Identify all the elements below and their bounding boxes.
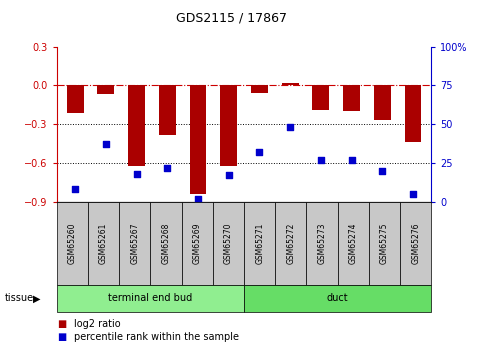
Point: [378, 168, 386, 174]
Text: GSM65260: GSM65260: [68, 223, 77, 264]
Text: GSM65272: GSM65272: [286, 223, 295, 264]
Text: terminal end bud: terminal end bud: [108, 294, 192, 303]
Text: GSM65269: GSM65269: [193, 223, 202, 264]
Point: [348, 157, 355, 163]
Bar: [282, 83, 299, 85]
Text: ■: ■: [57, 333, 66, 342]
Text: log2 ratio: log2 ratio: [74, 319, 121, 328]
Bar: [98, 85, 114, 95]
Bar: [67, 85, 84, 112]
Text: GSM65274: GSM65274: [349, 223, 358, 264]
Point: [71, 187, 79, 192]
Point: [409, 191, 417, 197]
Text: tissue: tissue: [5, 294, 34, 303]
Bar: [251, 85, 268, 93]
Bar: [159, 85, 176, 135]
Text: GDS2115 / 17867: GDS2115 / 17867: [176, 11, 287, 24]
Point: [163, 165, 171, 170]
Bar: [374, 85, 390, 120]
Point: [317, 157, 325, 163]
Point: [225, 172, 233, 178]
Text: percentile rank within the sample: percentile rank within the sample: [74, 333, 239, 342]
Point: [286, 125, 294, 130]
Text: GSM65267: GSM65267: [130, 223, 139, 264]
Bar: [128, 85, 145, 166]
Bar: [220, 85, 237, 166]
Text: GSM65275: GSM65275: [380, 223, 389, 264]
Bar: [189, 85, 207, 194]
Point: [194, 196, 202, 201]
Text: duct: duct: [327, 294, 349, 303]
Bar: [404, 85, 422, 142]
Bar: [313, 85, 329, 110]
Text: GSM65276: GSM65276: [411, 223, 420, 264]
Point: [133, 171, 141, 177]
Text: GSM65270: GSM65270: [224, 223, 233, 264]
Text: GSM65261: GSM65261: [99, 223, 108, 264]
Text: GSM65268: GSM65268: [162, 223, 171, 264]
Text: ▶: ▶: [33, 294, 41, 303]
Text: GSM65271: GSM65271: [255, 223, 264, 264]
Bar: [343, 85, 360, 111]
Point: [102, 141, 110, 147]
Point: [255, 149, 263, 155]
Text: GSM65273: GSM65273: [317, 223, 326, 264]
Text: ■: ■: [57, 319, 66, 328]
